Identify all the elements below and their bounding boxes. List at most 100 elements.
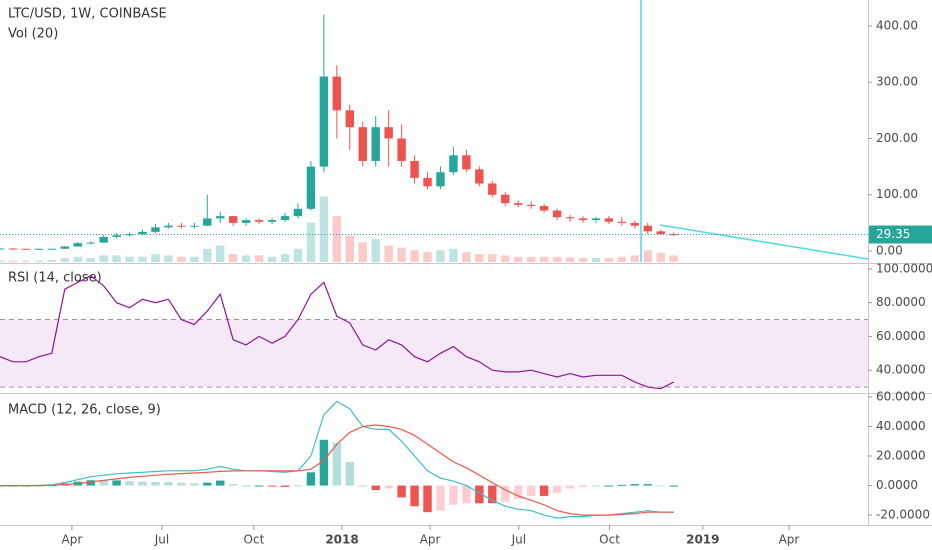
y-tick-label: 40.0000 bbox=[876, 363, 926, 377]
volume-bar bbox=[539, 256, 549, 262]
histogram-bar bbox=[423, 485, 432, 513]
volume-bar bbox=[565, 257, 575, 262]
candle-body bbox=[565, 217, 575, 219]
volume-bar bbox=[164, 255, 173, 262]
histogram-bar bbox=[397, 485, 406, 498]
volume-bar bbox=[293, 248, 303, 262]
volume-bar bbox=[8, 260, 18, 262]
volume-bar bbox=[462, 252, 471, 262]
histogram-bar bbox=[552, 485, 562, 493]
histogram-bar bbox=[371, 485, 380, 490]
histogram-bar bbox=[591, 485, 601, 487]
histogram-bar bbox=[228, 483, 238, 486]
candle-body bbox=[643, 225, 652, 232]
candle-body bbox=[617, 221, 627, 223]
histogram-bar bbox=[138, 481, 147, 486]
volume-bar bbox=[371, 239, 380, 262]
volume-bar bbox=[228, 254, 238, 262]
histogram-bar bbox=[565, 485, 575, 489]
volume-bar bbox=[138, 256, 147, 262]
candle-body bbox=[177, 225, 186, 227]
candle-body bbox=[423, 177, 432, 187]
volume-bar bbox=[345, 235, 355, 262]
candle-body bbox=[8, 248, 18, 250]
candle-body bbox=[591, 218, 601, 221]
volume-bar bbox=[203, 248, 212, 262]
candle-body bbox=[332, 76, 342, 111]
volume-bar bbox=[475, 254, 484, 262]
histogram-bar bbox=[513, 485, 523, 499]
rsi-line bbox=[0, 274, 674, 390]
volume-bar bbox=[21, 260, 31, 262]
volume-bar bbox=[604, 258, 614, 262]
histogram-bar bbox=[449, 485, 458, 505]
histogram-bar bbox=[267, 485, 277, 487]
volume-bar bbox=[47, 260, 57, 262]
histogram-bar bbox=[578, 485, 588, 488]
candle-body bbox=[21, 248, 31, 250]
volume-bar bbox=[151, 254, 160, 262]
candle-body bbox=[99, 236, 108, 243]
price-title: LTC/USD, 1W, COINBASE bbox=[8, 7, 167, 22]
candle-body bbox=[345, 110, 355, 128]
x-tick-label: Oct bbox=[599, 533, 620, 547]
volume-bar bbox=[267, 256, 277, 262]
histogram-bar bbox=[151, 481, 160, 486]
histogram-bar bbox=[436, 485, 445, 511]
volume-bar bbox=[241, 255, 251, 262]
histogram-bar bbox=[617, 484, 627, 486]
x-tick-label: 2019 bbox=[686, 533, 719, 547]
volume-bar bbox=[656, 252, 665, 262]
histogram-bar bbox=[99, 480, 108, 486]
volume-bar bbox=[423, 252, 432, 262]
candle-body bbox=[475, 169, 484, 184]
volume-bar bbox=[280, 254, 290, 262]
candle-body bbox=[410, 160, 419, 178]
rsi-title: RSI (14, close) bbox=[8, 271, 102, 286]
y-tick-label: 0.0000 bbox=[876, 478, 918, 492]
histogram-bar bbox=[501, 485, 510, 502]
histogram-bar bbox=[86, 480, 95, 486]
candle-body bbox=[216, 216, 225, 219]
histogram-bar bbox=[332, 442, 342, 486]
volume-bar bbox=[397, 247, 406, 262]
volume-bar bbox=[501, 255, 510, 262]
macd-line bbox=[0, 424, 674, 516]
histogram-bar bbox=[319, 439, 329, 486]
candle-body bbox=[669, 234, 678, 236]
candle-body bbox=[34, 248, 44, 250]
volume-bar bbox=[34, 260, 44, 262]
last-price-box bbox=[869, 225, 932, 244]
histogram-bar bbox=[112, 480, 121, 486]
volume-bar bbox=[319, 196, 329, 262]
candle-body bbox=[228, 216, 238, 223]
candle-body bbox=[280, 216, 290, 221]
volume-bar bbox=[216, 245, 225, 262]
histogram-bar bbox=[293, 485, 303, 487]
candle-body bbox=[47, 248, 57, 250]
histogram-bar bbox=[241, 485, 251, 487]
volume-bar bbox=[190, 256, 199, 262]
volume-bar bbox=[552, 256, 562, 262]
volume-bar bbox=[488, 254, 497, 262]
candle-body bbox=[604, 218, 614, 222]
candle-body bbox=[552, 210, 562, 218]
volume-bar bbox=[0, 260, 5, 262]
candle-body bbox=[436, 172, 445, 187]
volume-bar bbox=[73, 256, 82, 262]
histogram-bar bbox=[539, 485, 549, 496]
volume-bar bbox=[578, 258, 588, 262]
x-tick-label: 2018 bbox=[325, 533, 358, 547]
volume-bar bbox=[449, 248, 458, 262]
histogram-bar bbox=[410, 485, 419, 507]
volume-bar bbox=[254, 255, 264, 262]
y-tick-label: -20.0000 bbox=[876, 508, 930, 522]
volume-bar bbox=[410, 250, 419, 262]
volume-bar bbox=[643, 250, 652, 262]
histogram-bar bbox=[462, 485, 471, 504]
histogram-bar bbox=[604, 485, 614, 487]
y-tick-label: 200.00 bbox=[876, 131, 918, 145]
y-tick-label: 80.0000 bbox=[876, 295, 926, 309]
candle-body bbox=[501, 194, 510, 204]
